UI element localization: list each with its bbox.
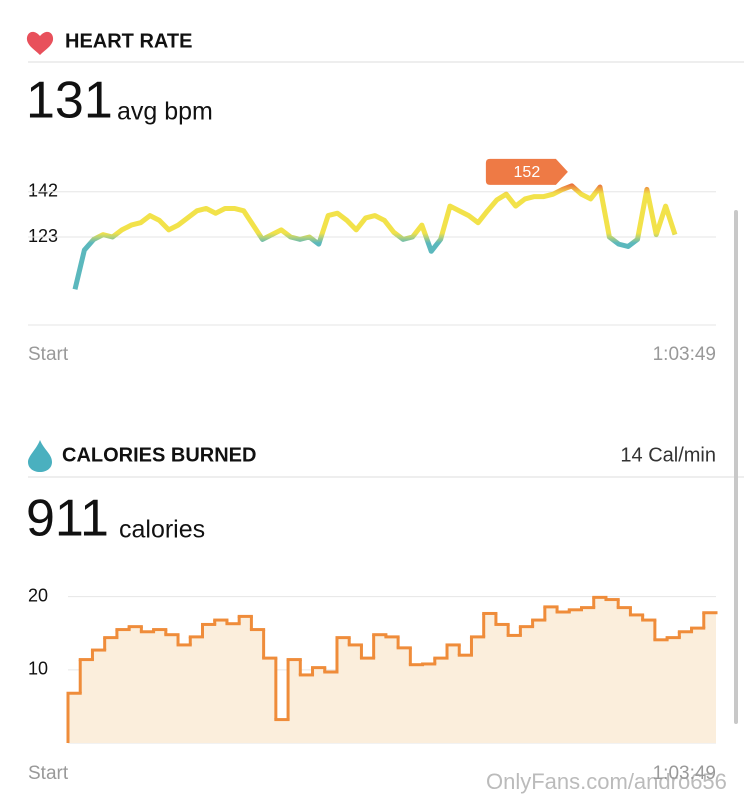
x-end-label: 1:03:49 [653,763,716,784]
y-tick-label: 142 [28,181,58,201]
peak-label: 152 [514,164,541,181]
section-title: CALORIES BURNED [62,444,256,466]
total-unit: calories [119,516,205,544]
rate: 14 Cal/min [620,444,716,466]
y-tick-label: 10 [28,659,48,679]
y-tick-label: 20 [28,585,48,605]
peak-badge [485,158,568,185]
x-end-label: 1:03:49 [653,344,716,365]
x-start-label: Start [28,344,69,365]
avg-value: 131 [26,72,113,130]
total-value: 911 [26,490,109,548]
x-start-label: Start [28,763,69,784]
watermark: OnlyFans.com/andro656 [486,769,727,794]
y-tick-label: 123 [28,226,58,246]
drop-icon [28,440,52,472]
section-title: HEART RATE [65,30,192,52]
heart-icon [26,31,54,55]
heart-rate-line [72,183,678,290]
area-fill [68,597,716,743]
avg-unit: avg bpm [117,98,213,126]
